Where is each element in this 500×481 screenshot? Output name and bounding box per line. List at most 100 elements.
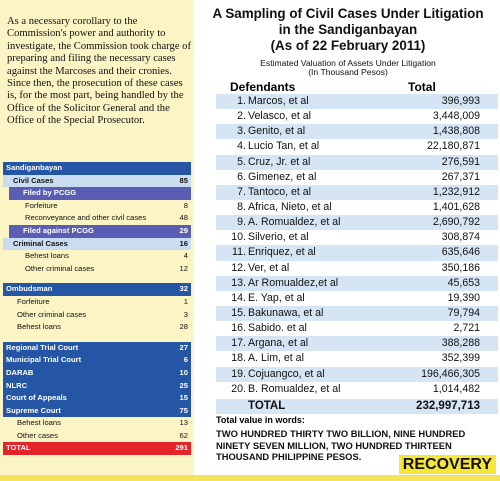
case-row: Filed against PCGG 29	[9, 224, 191, 238]
case-row: Civil Cases 85	[3, 174, 191, 188]
defendant-row: 8. Africa, Nieto, et al 1,401,628	[216, 200, 498, 215]
defendant: Gimenez, et al	[248, 170, 317, 183]
case-count: 27	[179, 342, 188, 352]
defendant-row: 16. Sabido. et al 2,721	[216, 321, 498, 336]
case-table: Sandiganbayan Civil Cases 85 Filed by PCGG F…	[3, 162, 191, 456]
case-row: Other criminal cases 3	[3, 309, 191, 322]
row-number: 7.	[237, 185, 246, 198]
value: 388,288	[441, 337, 480, 350]
title-line: A Sampling of Civil Cases Under Litigati…	[212, 6, 484, 21]
value: 196,466,305	[421, 367, 480, 380]
bottom-strip	[0, 475, 500, 481]
case-label: Criminal Cases	[13, 238, 68, 248]
case-count: 291	[175, 443, 188, 453]
value: 1,232,912	[432, 185, 480, 198]
row-number: 3.	[237, 125, 246, 138]
defendant: Lucio Tan, et al	[248, 140, 320, 153]
case-count: 75	[179, 405, 188, 415]
defendant-row: 14. E. Yap, et al 19,390	[216, 291, 498, 306]
case-count: 3	[183, 309, 188, 319]
defendant: Genito, et al	[248, 125, 306, 138]
row-number: 18.	[231, 352, 246, 365]
case-count: 29	[179, 225, 188, 235]
case-count: 62	[179, 430, 188, 440]
case-label: Other criminal cases	[25, 263, 95, 273]
title: A Sampling of Civil Cases Under Litigati…	[196, 6, 500, 54]
row-number: 6.	[237, 170, 246, 183]
case-row: Regional Trial Court 27	[3, 341, 191, 355]
words-label: Total value in words:	[216, 415, 305, 425]
defendant-row: 18. A. Lim, et al 352,399	[216, 351, 498, 366]
value: 352,399	[441, 352, 480, 365]
total-row: TOTAL 232,997,713	[216, 398, 498, 414]
case-row: Filed by PCGG	[9, 187, 191, 200]
case-count: 10	[179, 367, 188, 377]
defendants-table: 1. Marcos, et al 396,993 2. Velasco, et al 3,…	[216, 94, 498, 414]
defendant: A. Lim, et al	[248, 352, 304, 365]
case-label: Municipal Trial Court	[6, 355, 82, 365]
subtitle-line: (In Thousand Pesos)	[308, 67, 388, 77]
defendant-row: 13. Ar Romualdez,et al 45,653	[216, 275, 498, 291]
defendant: Velasco, et al	[248, 110, 312, 123]
case-count: 15	[179, 393, 188, 403]
case-count: 12	[179, 263, 188, 273]
row-number: 5.	[237, 155, 246, 168]
case-count: 4	[183, 251, 188, 261]
case-count: 16	[179, 238, 188, 248]
row-number: 20.	[231, 382, 246, 395]
defendant-row: 10. Silverio, et al 308,874	[216, 230, 498, 245]
case-row: TOTAL 291	[3, 442, 191, 456]
case-count: 25	[179, 380, 188, 390]
case-label: Regional Trial Court	[6, 342, 79, 352]
defendant: Africa, Nieto, et al	[248, 200, 332, 213]
defendant: A. Romualdez, et al	[248, 216, 341, 229]
case-label: Filed by PCGG	[23, 188, 77, 198]
defendant-row: 4. Lucio Tan, et al 22,180,871	[216, 139, 498, 154]
row-number: 16.	[231, 322, 246, 335]
case-label: NLRC	[6, 380, 28, 390]
value: 267,371	[441, 170, 480, 183]
value: 3,448,009	[432, 110, 480, 123]
case-row: Forfeiture 8	[3, 200, 191, 213]
value: 276,591	[441, 155, 480, 168]
subtitle-line: Estimated Valuation of Assets Under Liti…	[260, 58, 436, 68]
defendant: Marcos, et al	[248, 95, 309, 107]
case-row: Behest loans 4	[3, 250, 191, 263]
defendant: Sabido. et al	[248, 322, 307, 335]
row-number: 4.	[237, 140, 246, 153]
row-number: 13.	[231, 276, 246, 289]
case-row: Reconveyance and other civil cases 48	[3, 212, 191, 225]
case-row: Court of Appeals 15	[3, 392, 191, 405]
case-row: Municipal Trial Court 6	[3, 354, 191, 367]
case-label: Filed against PCGG	[23, 225, 94, 235]
total-value: 232,997,713	[416, 399, 480, 412]
value: 2,690,792	[432, 216, 480, 229]
defendant: Tantoco, et al	[248, 185, 312, 198]
row-number: 11.	[232, 246, 246, 259]
case-label: Sandiganbayan	[6, 163, 63, 172]
case-row: Supreme Court 75	[3, 404, 191, 418]
row-number: 9.	[237, 216, 246, 229]
value: 350,186	[441, 261, 480, 274]
defendant: Ver, et al	[248, 261, 290, 274]
header: Defendants	[230, 80, 296, 94]
defendant-row: 17. Argana, et al 388,288	[216, 336, 498, 352]
defendant: B. Romualdez, et al	[248, 382, 341, 395]
case-count: 6	[183, 355, 188, 365]
case-row: Criminal Cases 16	[3, 237, 191, 251]
row-number: 17.	[231, 337, 246, 350]
case-count: 32	[179, 284, 188, 294]
defendant: Silverio, et al	[248, 231, 309, 244]
badge: RECOVERY	[398, 455, 496, 474]
case-label: Reconveyance and other civil cases	[25, 213, 147, 223]
defendant-row: 5. Cruz, Jr. et al 276,591	[216, 154, 498, 170]
left-panel: As a necessary corollary to the Commissi…	[0, 0, 194, 475]
case-count: 28	[179, 322, 188, 332]
case-row: Ombudsman 32	[3, 283, 191, 296]
defendant: Argana, et al	[248, 337, 309, 350]
row-number: 1.	[237, 95, 246, 107]
column-headers: Defendants Total	[230, 80, 490, 94]
intro-paragraph: As a necessary corollary to the Commissi…	[7, 16, 191, 127]
row-number: 2.	[237, 110, 246, 123]
